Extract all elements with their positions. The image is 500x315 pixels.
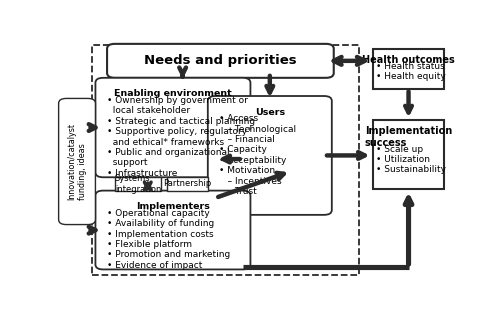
Text: Users: Users [255, 108, 285, 117]
FancyBboxPatch shape [96, 78, 250, 177]
Text: Enabling environment: Enabling environment [114, 89, 232, 99]
Text: Innovation/catalyst
funding, ideas: Innovation/catalyst funding, ideas [68, 123, 86, 200]
FancyBboxPatch shape [58, 98, 96, 225]
Text: Systems
integration: Systems integration [115, 174, 161, 193]
Text: • Health status
• Health equity: • Health status • Health equity [376, 62, 446, 82]
FancyBboxPatch shape [115, 176, 162, 191]
Text: Partnership: Partnership [164, 179, 212, 188]
Text: Implementers: Implementers [136, 202, 210, 211]
FancyBboxPatch shape [107, 44, 334, 78]
Text: • Access
   – Technological
   – Financial
• Capacity
• Acceptability
• Motivati: • Access – Technological – Financial • C… [220, 114, 296, 196]
Text: • Operational capacity
• Availability of funding
• Implementation costs
• Flexib: • Operational capacity • Availability of… [107, 209, 230, 270]
Text: Health outcomes: Health outcomes [362, 55, 454, 65]
FancyBboxPatch shape [208, 96, 332, 215]
Text: • Ownership by government or
  local stakeholder
• Strategic and tactical planni: • Ownership by government or local stake… [107, 96, 255, 178]
Text: Needs and priorities: Needs and priorities [144, 54, 296, 67]
FancyBboxPatch shape [96, 191, 250, 269]
Text: Implementation
success: Implementation success [364, 126, 452, 148]
FancyBboxPatch shape [372, 120, 444, 189]
Text: • Scale up
• Utilization
• Sustainability: • Scale up • Utilization • Sustainabilit… [376, 145, 446, 174]
FancyBboxPatch shape [167, 176, 208, 191]
FancyBboxPatch shape [372, 49, 444, 89]
